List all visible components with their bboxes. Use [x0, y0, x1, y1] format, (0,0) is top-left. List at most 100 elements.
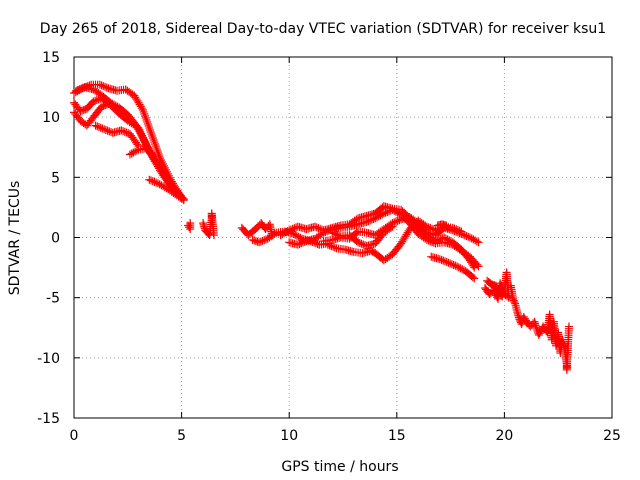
data-point: [319, 228, 328, 237]
data-point: [447, 260, 456, 269]
data-point: [102, 100, 111, 109]
data-point: [148, 177, 157, 186]
data-point: [496, 279, 505, 288]
data-point: [292, 231, 301, 240]
data-point: [151, 140, 160, 149]
data-point: [140, 109, 149, 118]
data-point: [442, 258, 451, 267]
data-point: [144, 121, 153, 130]
data-point: [98, 124, 107, 133]
data-point: [386, 223, 395, 232]
data-point: [125, 150, 134, 159]
data-point: [329, 229, 338, 238]
data-point: [421, 234, 430, 243]
data-point: [141, 113, 150, 122]
data-point: [297, 239, 306, 248]
data-point: [261, 235, 270, 244]
data-point: [469, 235, 478, 244]
data-point: [428, 224, 437, 233]
data-point: [140, 137, 149, 146]
data-point: [91, 96, 100, 105]
data-point: [129, 148, 138, 157]
data-point: [330, 243, 339, 252]
data-point: [462, 232, 471, 241]
data-point: [278, 230, 287, 239]
data-point: [448, 223, 457, 232]
data-point: [160, 171, 169, 180]
data-point: [100, 125, 109, 134]
data-point: [281, 228, 290, 237]
data-point: [357, 239, 366, 248]
data-point: [474, 238, 483, 247]
data-point: [99, 82, 108, 91]
x-tick-label: 20: [495, 428, 513, 444]
data-point: [294, 232, 303, 241]
data-point: [464, 232, 473, 241]
data-point: [158, 167, 167, 176]
data-point: [151, 142, 160, 151]
data-point: [442, 221, 451, 230]
data-point: [465, 233, 474, 242]
y-tick-label: -15: [37, 411, 60, 427]
data-point: [89, 97, 98, 106]
data-point: [153, 179, 162, 188]
data-point: [146, 126, 155, 135]
data-point: [472, 237, 481, 246]
data-point: [424, 223, 433, 232]
data-point: [453, 226, 462, 235]
x-tick-label: 5: [177, 428, 186, 444]
data-point: [450, 224, 459, 233]
data-point: [96, 123, 105, 132]
y-axis-label: SDTVAR / TECUs: [7, 181, 23, 296]
y-tick-label: 15: [42, 50, 60, 66]
data-point: [323, 227, 332, 236]
data-point: [293, 240, 302, 249]
data-point: [355, 239, 364, 248]
data-point: [455, 226, 464, 235]
data-point: [362, 217, 371, 226]
data-point: [441, 257, 450, 266]
data-point: [155, 180, 164, 189]
data-point: [374, 212, 383, 221]
data-point: [285, 226, 294, 235]
data-point: [258, 236, 267, 245]
data-point: [383, 207, 392, 216]
data-point: [300, 237, 309, 246]
data-point: [286, 225, 295, 234]
data-point: [535, 329, 544, 338]
data-point: [295, 239, 304, 248]
y-tick-label: 5: [51, 170, 60, 186]
data-point: [393, 208, 402, 217]
axes: 0 5 10 15 20 25 -15 -10 -5 0 5 10 15: [37, 50, 621, 444]
data-point: [148, 132, 157, 141]
data-point: [137, 104, 146, 113]
data-point: [317, 229, 326, 238]
data-point: [134, 123, 143, 132]
data-point: [138, 105, 147, 114]
data-point: [393, 216, 402, 225]
data-point: [159, 182, 168, 191]
data-point: [153, 148, 162, 157]
x-tick-label: 25: [603, 428, 621, 444]
data-point: [474, 262, 483, 271]
data-point: [359, 240, 368, 249]
data-point: [325, 241, 334, 250]
data-point: [117, 126, 126, 135]
data-point: [101, 125, 110, 134]
data-point: [159, 169, 168, 178]
data-point: [388, 205, 397, 214]
data-point: [288, 224, 297, 233]
data-point: [457, 227, 466, 236]
data-point: [376, 211, 385, 220]
data-point: [143, 119, 152, 128]
data-point: [131, 147, 140, 156]
data-point: [378, 210, 387, 219]
data-point: [155, 160, 164, 169]
data-point: [77, 84, 86, 93]
data-point: [314, 224, 323, 233]
data-point: [141, 139, 150, 148]
data-point: [154, 150, 163, 159]
data-point: [426, 224, 435, 233]
